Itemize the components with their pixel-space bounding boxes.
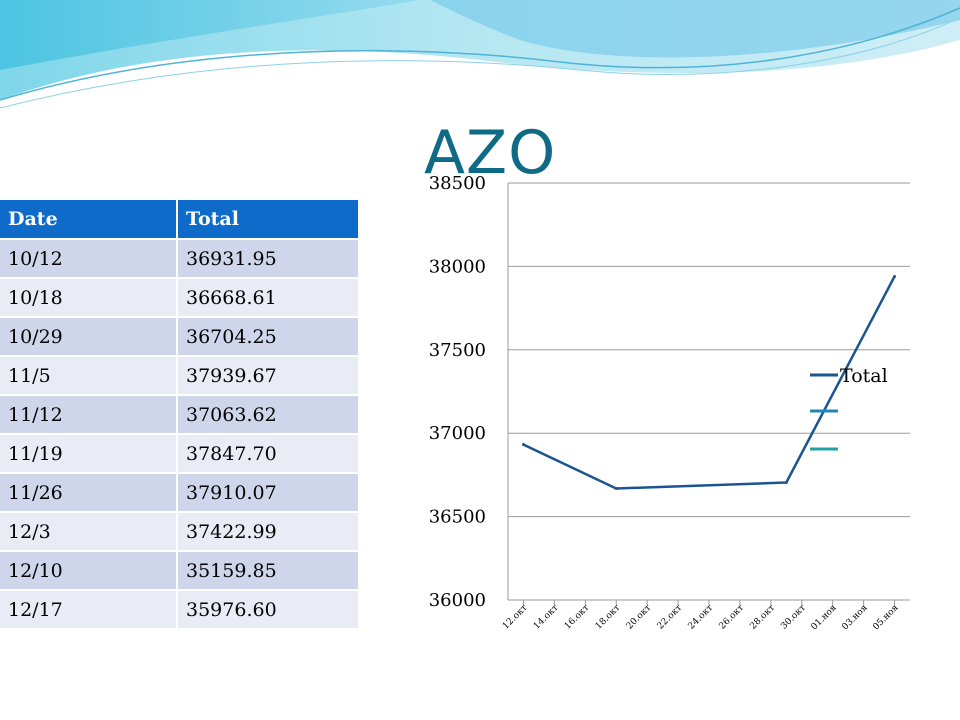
- total-cell: 37063.62: [177, 395, 360, 435]
- page-title: AZO: [424, 118, 557, 188]
- date-cell: 10/29: [0, 317, 178, 357]
- date-cell: 11/26: [0, 473, 178, 513]
- table-row: 12/10 35159.85: [0, 551, 360, 591]
- x-tick-label: 16.окт: [563, 603, 592, 632]
- y-tick-label: 36000: [429, 590, 486, 611]
- total-cell: 37422.99: [177, 512, 360, 552]
- total-cell: 37939.67: [177, 356, 360, 396]
- table-row: 10/29 36704.25: [0, 317, 360, 357]
- x-tick-label: 12.окт: [501, 603, 530, 632]
- line-chart: 36000 36500 37000 37500 38000 38500 12.окт 14.о…: [429, 173, 910, 633]
- date-cell: 11/12: [0, 395, 178, 435]
- table-row: 12/3 37422.99: [0, 512, 360, 552]
- x-tick-label: 24.окт: [687, 603, 716, 632]
- x-tick-label: 30.окт: [779, 603, 808, 632]
- x-tick-label: 22.окт: [656, 603, 685, 632]
- table-row: 12/17 35976.60: [0, 590, 360, 630]
- series-line-total: [522, 275, 896, 490]
- data-table: Date Total 10/12 36931.95 10/18 36668.61 1…: [0, 200, 360, 630]
- x-tick-label: 26.окт: [718, 603, 747, 632]
- x-tick-label: 01.ноя: [810, 603, 840, 633]
- table-row: 11/5 37939.67: [0, 356, 360, 396]
- header-total: Total: [177, 200, 360, 240]
- total-cell: 36931.95: [177, 239, 360, 279]
- table-row: 11/19 37847.70: [0, 434, 360, 474]
- x-tick-label: 14.окт: [532, 603, 561, 632]
- header-date: Date: [0, 200, 178, 240]
- decorative-wave-banner: [0, 0, 960, 109]
- total-cell: 35159.85: [177, 551, 360, 591]
- x-tick-label: 28.окт: [748, 603, 777, 632]
- table-row: 10/12 36931.95: [0, 239, 360, 279]
- date-cell: 12/3: [0, 512, 178, 552]
- data-point: [614, 486, 618, 490]
- x-tick-label: 05.ноя: [871, 603, 901, 633]
- total-cell: 37847.70: [177, 434, 360, 474]
- y-tick-label: 37500: [429, 340, 486, 361]
- total-cell: 36668.61: [177, 278, 360, 318]
- date-cell: 10/12: [0, 239, 178, 279]
- data-point: [893, 274, 897, 278]
- x-tick-label: 18.окт: [594, 603, 623, 632]
- y-tick-label: 38000: [429, 256, 486, 277]
- date-cell: 11/19: [0, 434, 178, 474]
- date-cell: 11/5: [0, 356, 178, 396]
- table-row: 11/12 37063.62: [0, 395, 360, 435]
- y-tick-label: 38500: [429, 173, 486, 194]
- legend-label-total: Total: [840, 365, 888, 387]
- data-point: [521, 443, 525, 447]
- total-cell: 35976.60: [177, 590, 360, 630]
- data-point: [784, 481, 788, 485]
- total-cell: 36704.25: [177, 317, 360, 357]
- date-cell: 12/17: [0, 590, 178, 630]
- date-cell: 12/10: [0, 551, 178, 591]
- table-row: 10/18 36668.61: [0, 278, 360, 318]
- table-row: 11/26 37910.07: [0, 473, 360, 513]
- x-tick-label: 20.окт: [625, 603, 654, 632]
- date-cell: 10/18: [0, 278, 178, 318]
- x-tick-label: 03.ноя: [840, 603, 870, 633]
- y-tick-label: 37000: [429, 423, 486, 444]
- total-cell: 37910.07: [177, 473, 360, 513]
- y-tick-label: 36500: [429, 507, 486, 528]
